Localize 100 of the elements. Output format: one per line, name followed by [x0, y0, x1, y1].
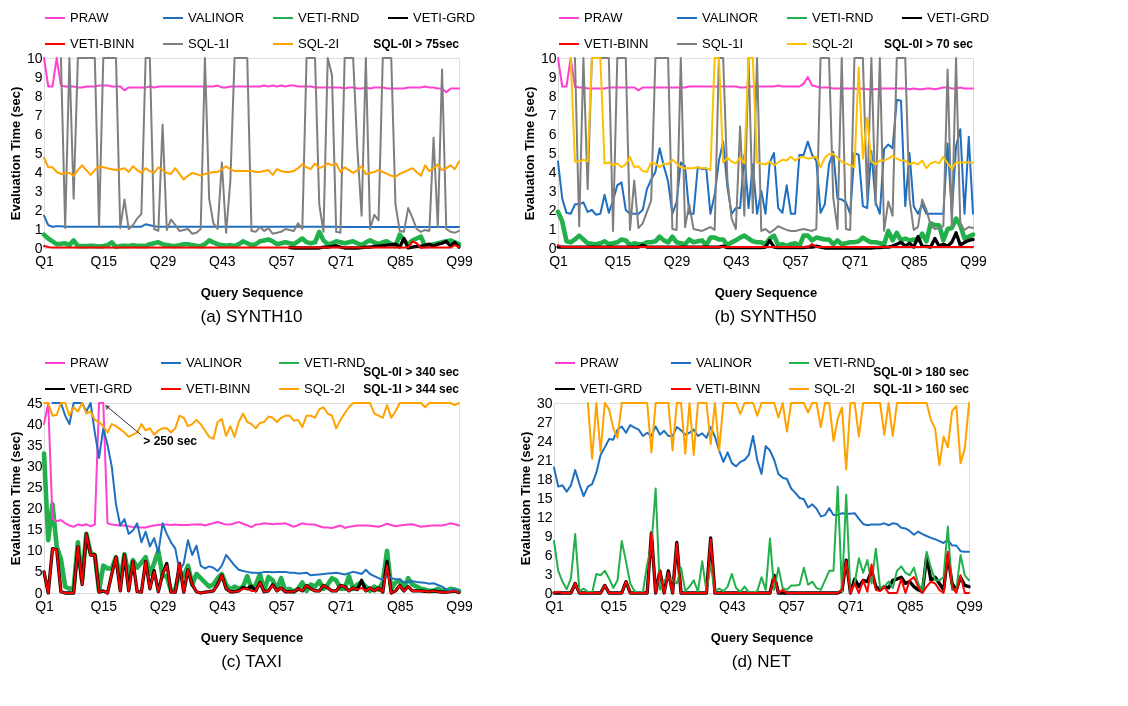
x-tick-label: Q29 — [663, 252, 691, 269]
x-tick-label: Q15 — [604, 252, 632, 269]
legend-label: VETI-BINN — [70, 36, 135, 51]
x-tick-label: Q99 — [446, 597, 473, 614]
legend-label: SQL-1I — [702, 36, 744, 51]
x-tick-label: Q57 — [782, 252, 810, 269]
y-tick-label: 5 — [548, 144, 557, 161]
legend-label: VETI-GRD — [413, 10, 476, 25]
legend-label: SQL-1I — [188, 36, 230, 51]
legend-label: VETI-BINN — [186, 381, 251, 396]
y-tick-label: 1 — [548, 220, 557, 237]
y-tick-label: 5 — [34, 563, 43, 580]
y-tick-label: 7 — [34, 106, 43, 123]
y-tick-label: 9 — [34, 68, 43, 85]
x-axis-title: Query Sequence — [200, 284, 304, 300]
y-tick-label: 10 — [26, 542, 43, 559]
y-tick-label: 20 — [26, 500, 43, 517]
legend-label: SQL-2I — [814, 381, 856, 396]
x-tick-label: Q71 — [837, 597, 865, 614]
x-tick-label: Q57 — [778, 597, 806, 614]
text: SQL-0I > 75sec — [373, 37, 460, 51]
y-tick-label: 9 — [544, 527, 553, 544]
legend-label: PRAW — [584, 10, 624, 25]
x-tick-label: Q57 — [268, 597, 296, 614]
y-axis-title: Evaluation Time (sec) — [517, 431, 533, 566]
y-tick-label: 18 — [536, 470, 553, 487]
legend-label: PRAW — [70, 10, 110, 25]
y-tick-label: 15 — [26, 521, 43, 538]
text: (d) NET — [731, 652, 792, 671]
y-tick-label: 15 — [536, 489, 553, 506]
x-tick-label: Q85 — [896, 597, 924, 614]
legend-label: VALINOR — [702, 10, 759, 25]
x-tick-label: Q43 — [209, 252, 236, 269]
legend-label: VETI-GRD — [70, 381, 133, 396]
y-axis-title: Evaluation Time (sec) — [7, 86, 23, 221]
y-tick-label: 10 — [26, 49, 43, 66]
y-tick-label: 4 — [34, 163, 43, 180]
y-tick-label: 8 — [548, 87, 557, 104]
legend-label: VETI-BINN — [584, 36, 649, 51]
y-tick-label: 2 — [548, 201, 557, 218]
legend-label: VALINOR — [696, 355, 753, 370]
y-tick-label: 27 — [536, 413, 553, 430]
text: (c) TAXI — [221, 652, 282, 671]
x-tick-label: Q85 — [386, 252, 414, 269]
y-tick-label: 6 — [544, 546, 553, 563]
legend-label: VETI-GRD — [580, 381, 643, 396]
legend-label: SQL-2I — [298, 36, 340, 51]
y-tick-label: 2 — [34, 201, 43, 218]
y-tick-label: 6 — [548, 125, 557, 142]
y-tick-label: 3 — [34, 182, 43, 199]
x-tick-label: Q15 — [90, 252, 118, 269]
x-tick-label: Q43 — [209, 597, 236, 614]
text: SQL-0I > 340 sec — [363, 365, 460, 379]
y-tick-label: 45 — [26, 394, 43, 411]
x-tick-label: Q71 — [327, 252, 355, 269]
annotation: > 250 sec — [143, 434, 198, 448]
x-tick-label: Q85 — [386, 597, 414, 614]
x-tick-label: Q99 — [960, 252, 987, 269]
y-tick-label: 30 — [536, 394, 553, 411]
y-tick-label: 35 — [26, 436, 43, 453]
text: SQL-0I > 180 sec — [873, 365, 970, 379]
x-tick-label: Q71 — [327, 597, 355, 614]
legend-label: VETI-RND — [298, 10, 360, 25]
text: SQL-0I > 70 sec — [883, 37, 974, 51]
y-tick-label: 3 — [548, 182, 557, 199]
y-tick-label: 5 — [34, 144, 43, 161]
legend-label: VETI-GRD — [927, 10, 990, 25]
x-tick-label: Q99 — [956, 597, 983, 614]
y-tick-label: 8 — [34, 87, 43, 104]
x-tick-label: Q43 — [723, 252, 750, 269]
legend-label: VETI-BINN — [696, 381, 761, 396]
x-tick-label: Q71 — [841, 252, 869, 269]
legend-label: VALINOR — [188, 10, 245, 25]
x-tick-label: Q29 — [149, 597, 177, 614]
y-tick-label: 3 — [544, 565, 553, 582]
y-tick-label: 7 — [548, 106, 557, 123]
x-axis-title: Query Sequence — [200, 629, 304, 645]
x-tick-label: Q29 — [149, 252, 177, 269]
x-tick-label: Q15 — [600, 597, 628, 614]
legend-label: PRAW — [580, 355, 620, 370]
y-tick-label: 1 — [34, 220, 43, 237]
text: (a) SYNTH10 — [200, 307, 303, 326]
legend-label: SQL-2I — [304, 381, 346, 396]
y-tick-label: 25 — [26, 478, 43, 495]
text: (b) SYNTH50 — [714, 307, 817, 326]
text: SQL-1I > 160 sec — [873, 382, 970, 396]
y-tick-label: 30 — [26, 457, 43, 474]
legend-label: PRAW — [70, 355, 110, 370]
text: SQL-1I > 344 sec — [363, 382, 460, 396]
y-tick-label: 4 — [548, 163, 557, 180]
y-tick-label: 10 — [540, 49, 557, 66]
x-tick-label: Q29 — [659, 597, 687, 614]
x-tick-label: Q43 — [719, 597, 746, 614]
y-tick-label: 21 — [536, 451, 553, 468]
y-tick-label: 40 — [26, 415, 43, 432]
x-tick-label: Q15 — [90, 597, 118, 614]
y-tick-label: 9 — [548, 68, 557, 85]
legend-label: SQL-2I — [812, 36, 854, 51]
y-tick-label: 6 — [34, 125, 43, 142]
y-axis-title: Evaluation Time (sec) — [521, 86, 537, 221]
